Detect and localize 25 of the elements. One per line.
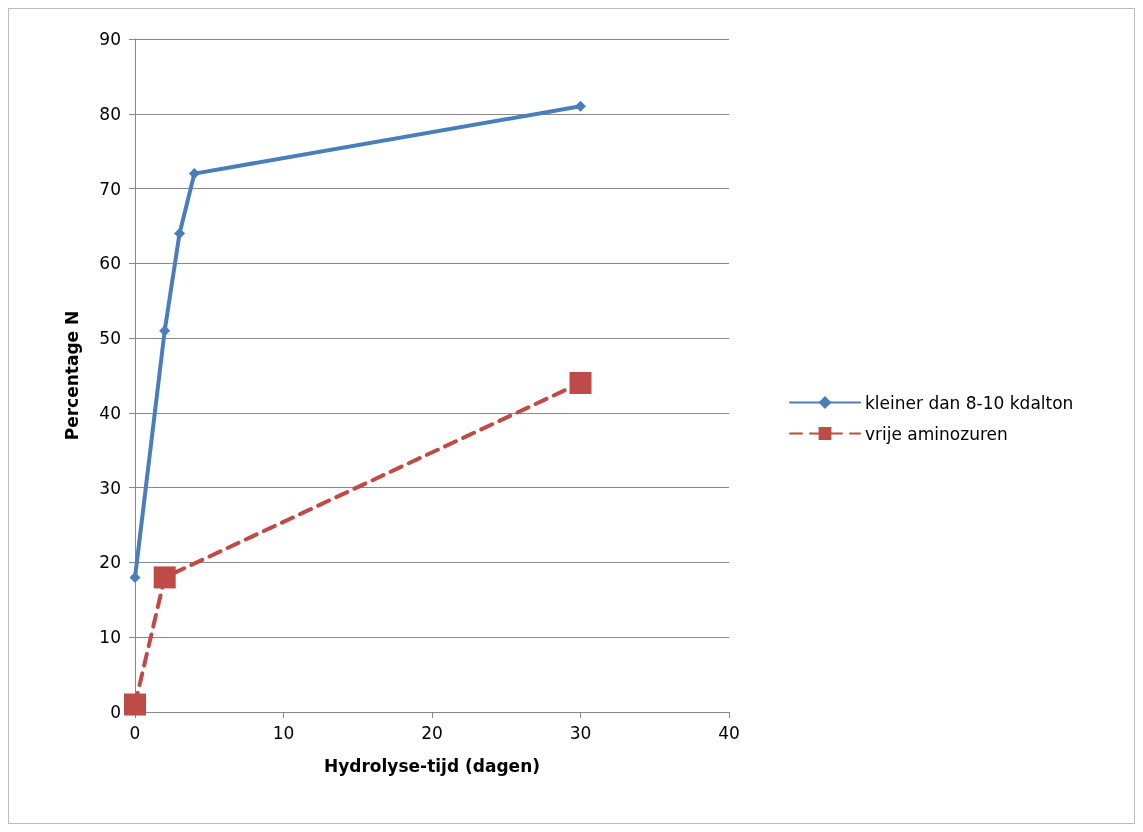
y-tick-label: 50 [99,328,121,349]
x-tick-label: 0 [129,722,141,743]
y-tick-label: 90 [99,29,121,49]
x-axis-title: Hydrolyse-tijd (dagen) [323,755,541,776]
point [575,100,586,112]
y-tick-label: 20 [99,552,121,573]
y-axis-title: Percentage N [61,310,82,441]
y-tick-label: 40 [99,402,121,423]
y-tick-label: 60 [99,253,121,274]
point [124,693,146,716]
point [569,371,592,394]
point [188,168,200,180]
y-tick-label: 30 [99,477,121,498]
x-tick-label: 10 [272,722,295,743]
legend-label: kleiner dan 8-10 kdalton [865,392,1074,413]
x-tick-label: 20 [421,722,443,743]
y-tick-label: 10 [99,627,121,648]
legend-label: vrije aminozuren [865,423,1008,444]
y-tick-label: 0 [110,702,121,722]
x-tick-label: 30 [569,722,592,743]
point [174,227,186,239]
x-tick-label: 40 [718,722,740,743]
y-tick-label: 80 [99,103,121,124]
point [153,566,176,589]
y-tick-label: 70 [99,178,121,199]
